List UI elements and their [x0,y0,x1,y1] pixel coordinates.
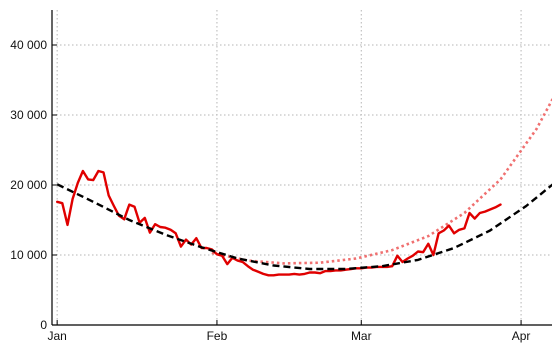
y-tick-label: 0 [40,318,47,332]
series-layer [56,97,552,277]
series-line-dotted [211,97,552,265]
y-tick-label: 10 000 [10,248,47,262]
series-line-solid [56,169,502,277]
x-tick-label: Jan [47,329,66,343]
y-axis-ticks: 0 10 000 20 000 30 000 40 000 [10,38,57,332]
x-axis-ticks: Jan Feb Mar Apr [47,320,530,343]
y-tick-label: 20 000 [10,178,47,192]
y-tick-label: 30 000 [10,108,47,122]
grid [52,10,552,325]
x-tick-label: Mar [351,329,372,343]
y-tick-label: 40 000 [10,38,47,52]
series-line-dashed [56,183,552,271]
x-tick-label: Feb [207,329,228,343]
axes [51,10,552,326]
x-tick-label: Apr [512,329,531,343]
